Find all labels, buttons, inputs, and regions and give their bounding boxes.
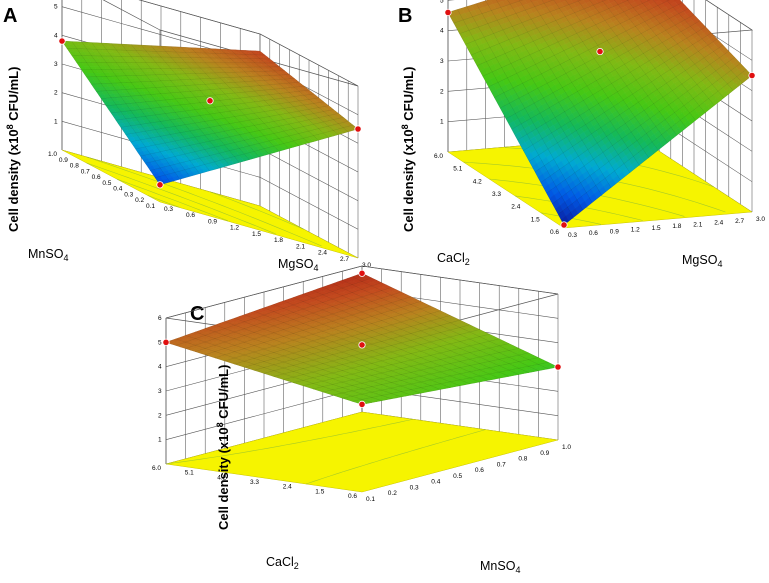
panel-a-x-tick: 1.5 <box>252 231 261 238</box>
panel-a-design-point <box>354 125 362 133</box>
panel-b-x-tick: 1.8 <box>672 223 681 230</box>
panel-a-z-tick: 1 <box>54 118 58 125</box>
panel-b-design-point <box>444 8 452 17</box>
panel-b-ylabel: CaCl2 <box>437 251 470 267</box>
panel-b-z-tick: 3 <box>440 58 444 65</box>
panel-b-z-tick: 4 <box>440 28 444 35</box>
panel-a-y-tick: 0.6 <box>92 174 101 181</box>
panel-a-xlabel: MgSO4 <box>278 257 318 273</box>
panel-a-x-tick: 3.0 <box>362 262 371 269</box>
panel-b-y-tick: 6.0 <box>434 153 443 160</box>
panel-a-x-tick: 2.1 <box>296 243 305 250</box>
panel-b-x-tick: 2.4 <box>714 220 723 227</box>
panel-b: B 0.3 0.6 0.9 1.2 1.5 1.8 2.1 2.4 2.7 3.0 0.6 1.5 2.… <box>398 0 765 269</box>
panel-a-y-tick: 1.0 <box>48 151 57 158</box>
panel-b-y-tick: 4.2 <box>473 178 482 185</box>
panel-a-y-tick: 0.9 <box>59 157 68 164</box>
panel-a-xlabel-sub: 4 <box>313 263 318 273</box>
panel-a-zlabel: Cell density (x108 CFU/mL) <box>5 67 21 232</box>
panel-a-x-tick: 2.7 <box>340 256 349 263</box>
panel-a-x-tick: 0.3 <box>164 206 173 213</box>
panel-b-zlabel-unit: CFU/mL) <box>401 67 416 125</box>
panel-a-design-point <box>206 97 214 105</box>
panel-a-design-point <box>156 181 164 189</box>
panel-a-y-tick: 0.4 <box>113 186 122 193</box>
panel-a-floor <box>61 149 359 259</box>
panel-b-y-tick: 2.4 <box>511 204 520 211</box>
panel-a-x-tick: 0.6 <box>186 212 195 219</box>
panel-a-y-tick: 0.5 <box>102 180 111 187</box>
panel-b-design-point <box>748 71 756 80</box>
panel-a-zlabel-main: Cell density (x10 <box>6 129 21 232</box>
panel-c: C 0.10.20.30.40.50.60.70.80.91.00.61.52.… <box>152 265 571 575</box>
panel-b-x-tick: 0.9 <box>610 228 619 235</box>
panel-a-z-tick: 2 <box>54 90 58 97</box>
panel-a-ylabel-sym: MnSO <box>28 247 64 261</box>
panel-b-zlabel: Cell density (x108 CFU/mL) <box>400 67 416 232</box>
panel-b-letter: B <box>398 5 412 27</box>
panel-a-z-tick: 5 <box>54 4 58 11</box>
panel-b-x-tick: 1.5 <box>652 225 661 232</box>
panel-b-ylabel-sym: CaCl <box>437 251 465 265</box>
panel-b-z-tick: 2 <box>440 88 444 95</box>
panel-b-z-tick: 5 <box>440 0 444 4</box>
panel-b-y-tick: 3.3 <box>492 191 501 198</box>
panel-a-letter: A <box>3 5 17 27</box>
panel-b-x-tick: 0.6 <box>589 230 598 237</box>
panel-a-y-tick: 0.2 <box>135 197 144 204</box>
panel-b-x-tick: 0.3 <box>568 232 577 239</box>
panel-a-floor-contour <box>86 162 276 235</box>
panel-b-x-tick: 2.7 <box>735 218 744 225</box>
panel-b-ylabel-sub: 2 <box>465 257 470 267</box>
panel-a-top-frame <box>102 0 359 87</box>
panel-a-y-tick: 0.3 <box>124 191 133 198</box>
panel-a-x-tick: 1.2 <box>230 225 239 232</box>
panel-b-x-tick: 3.0 <box>756 216 765 223</box>
panel-a-floor-contour <box>147 195 180 208</box>
panel-a-y-tick: 0.8 <box>70 163 79 170</box>
panel-a-floor-plane <box>61 149 359 259</box>
panel-a-ylabel: MnSO4 <box>28 247 68 263</box>
panel-b-x-tick: 1.2 <box>631 227 640 234</box>
panel-a-floor-contour <box>117 179 229 222</box>
panel-b-xlabel-sym: MgSO <box>682 253 718 267</box>
panel-a-zlabel-unit: CFU/mL) <box>6 67 21 125</box>
panel-b-xlabel-sub: 4 <box>717 259 722 269</box>
panel-a-z-tick: 4 <box>54 32 58 39</box>
panel-a-x-tick: 1.8 <box>274 237 283 244</box>
panel-a: A 0.30.60.91.21.51.82.12.42.73.00.10.20.… <box>3 0 371 273</box>
panel-b-design-point <box>596 47 604 56</box>
panel-b-y-tick: 5.1 <box>453 166 462 173</box>
panel-a-surface <box>61 40 359 186</box>
panel-b-x-tick: 2.1 <box>693 221 702 228</box>
panel-a-x-tick: 0.9 <box>208 218 217 225</box>
panel-a-y-tick: 0.7 <box>81 168 90 175</box>
panel-a-ylabel-sub: 4 <box>63 253 68 263</box>
panel-b-zlabel-main: Cell density (x10 <box>401 129 416 232</box>
panel-b-xlabel: MgSO4 <box>682 253 722 269</box>
panel-a-floor-contour <box>86 156 322 247</box>
panel-b-design-point <box>560 221 568 229</box>
panel-a-design-point <box>58 37 66 45</box>
panel-a-floor-contour <box>210 191 304 230</box>
panel-a-x-tick: 2.4 <box>318 250 327 257</box>
panel-b-z-tick: 1 <box>440 119 444 126</box>
panel-b-y-tick: 1.5 <box>531 216 540 223</box>
panel-a-xlabel-sym: MgSO <box>278 257 314 271</box>
panel-a-y-tick: 0.1 <box>146 203 155 210</box>
panel-b-y-tick: 0.6 <box>550 229 559 236</box>
panel-a-z-tick: 3 <box>54 61 58 68</box>
